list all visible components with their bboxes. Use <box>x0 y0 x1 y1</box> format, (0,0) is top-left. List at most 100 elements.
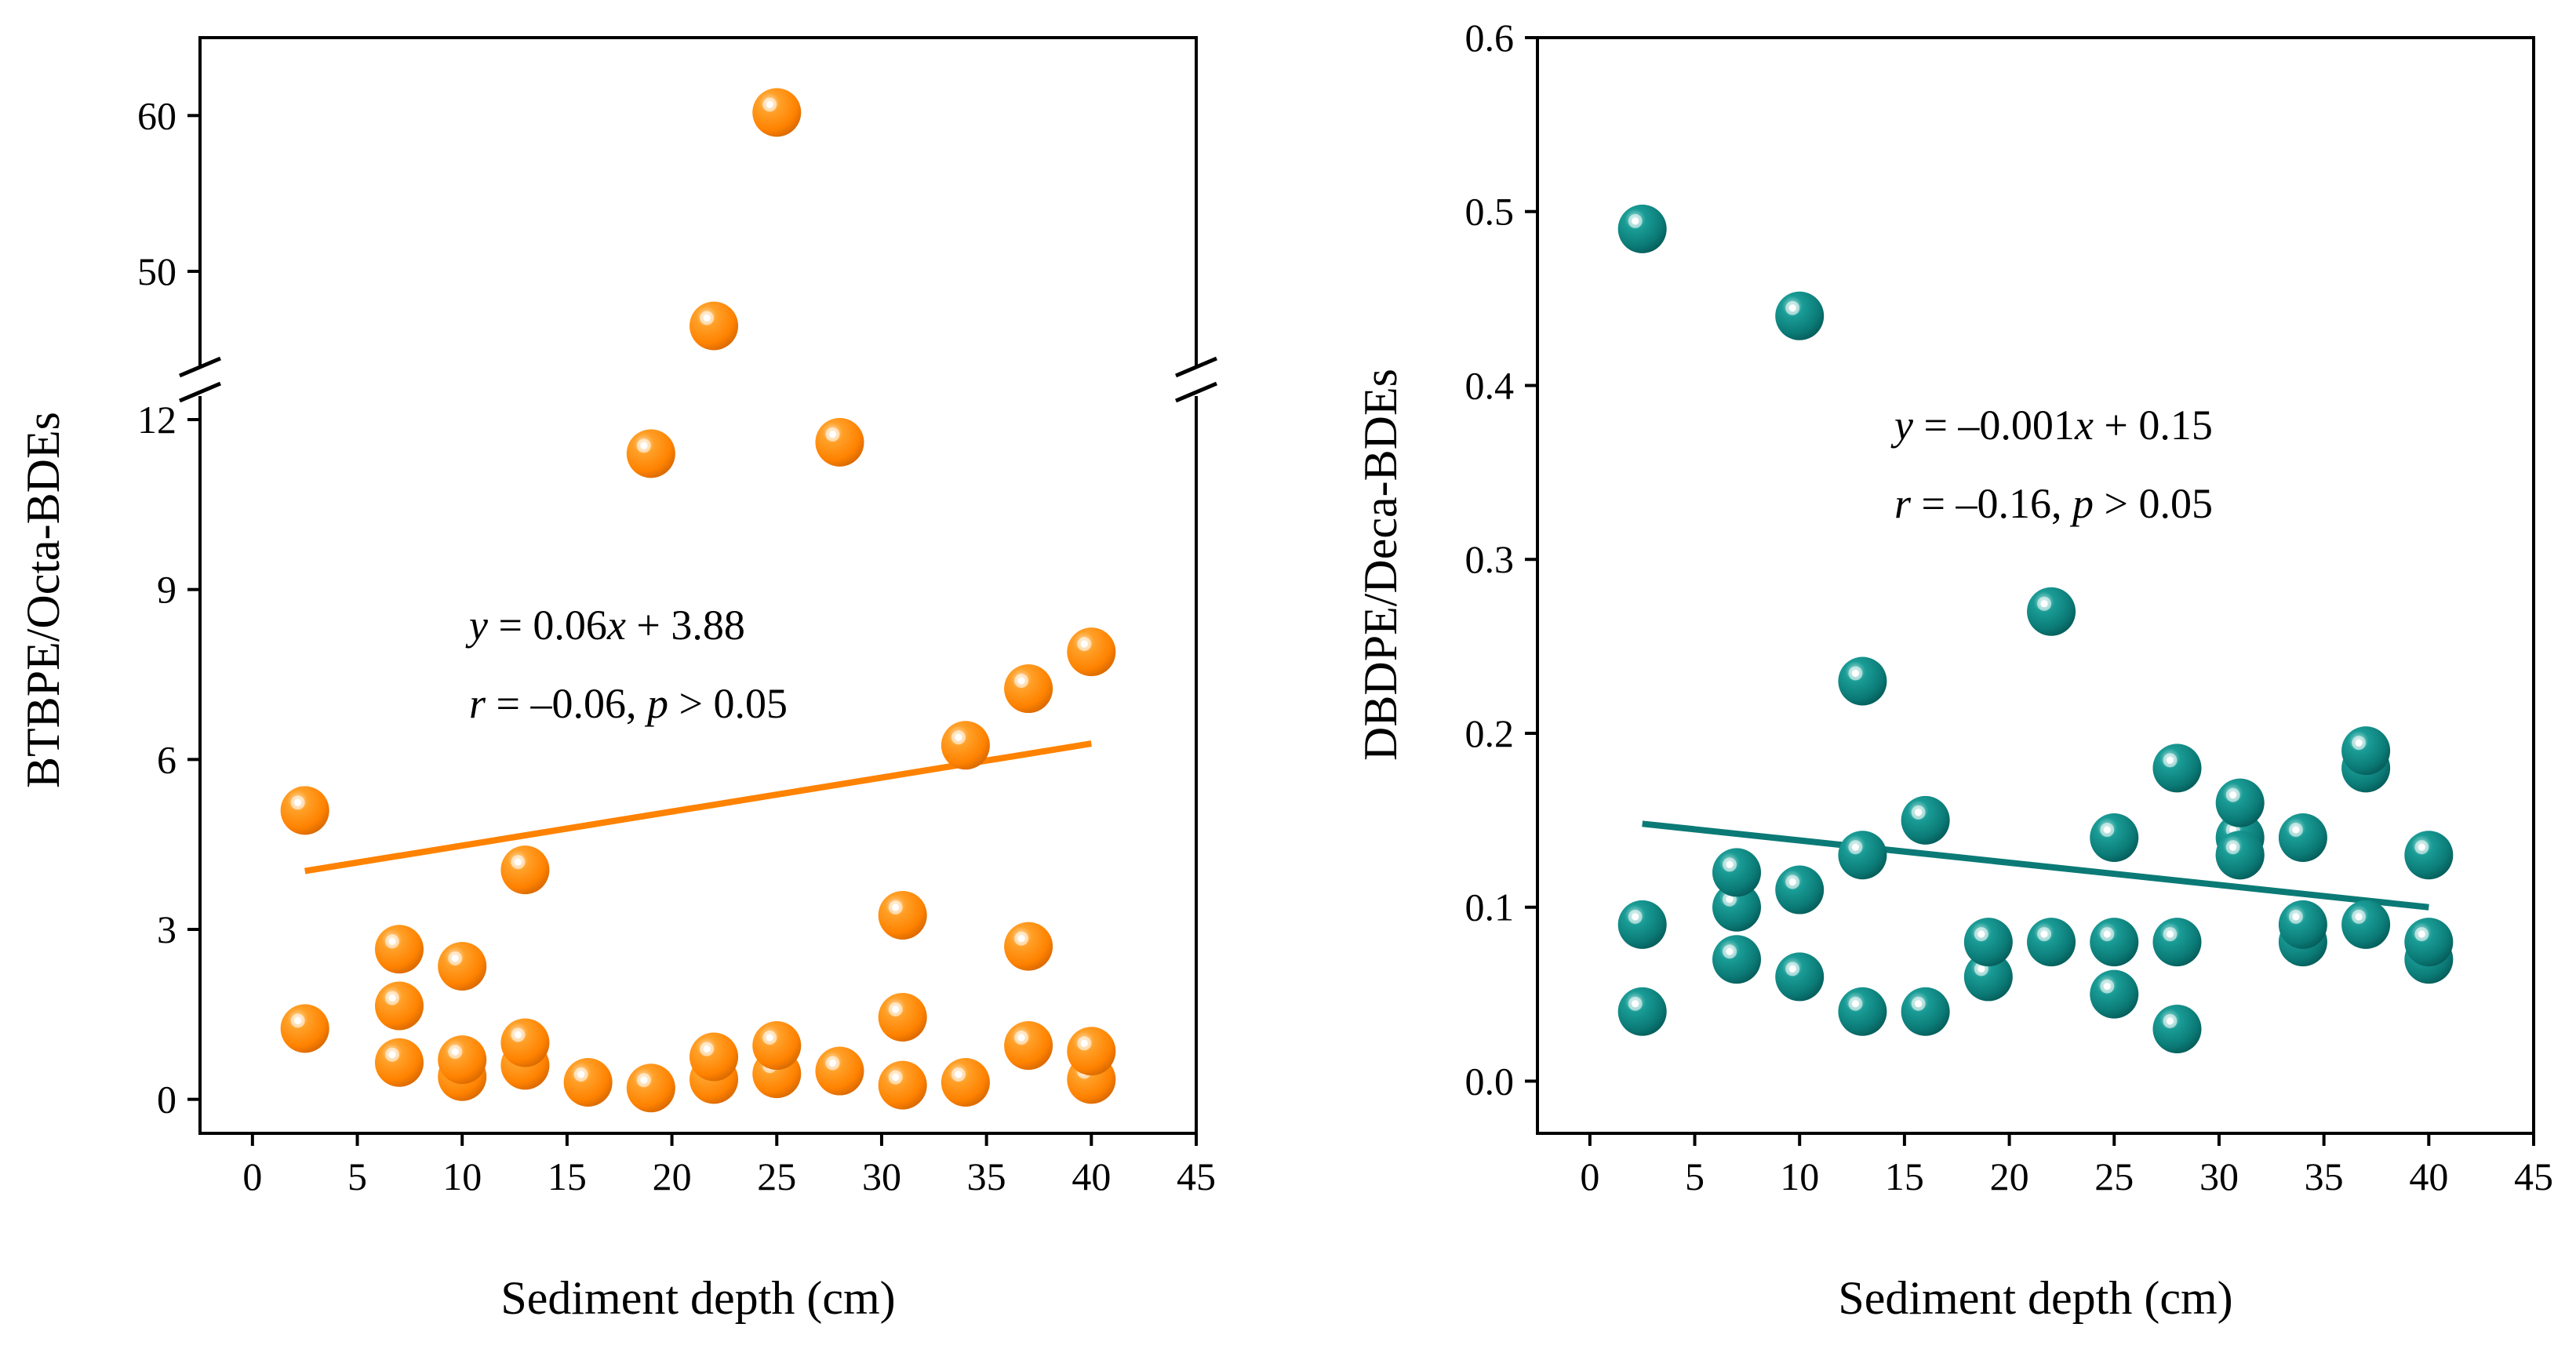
left-x-tick-label-25: 25 <box>757 1154 796 1198</box>
right-x-tick-label-35: 35 <box>2305 1154 2344 1198</box>
left-x-tick-label-5: 5 <box>347 1154 367 1198</box>
right-point-20 <box>2090 813 2139 863</box>
left-point-24 <box>878 890 927 940</box>
left-point-15 <box>689 1032 739 1082</box>
left-axes: 0 3 6 9 12 50 60 0 5 10 15 20 25 30 35 40 45 <box>137 36 1217 1198</box>
left-point-21 <box>815 417 864 467</box>
left-axis-break-mark-0-1 <box>179 381 221 403</box>
left-point-2 <box>375 1038 424 1087</box>
left-point-26 <box>941 721 990 770</box>
left-point-27 <box>1004 1021 1053 1071</box>
right-axes: 0.0 0.1 0.2 0.3 0.4 0.5 0.6 0 5 10 15 20 25 30 35 40 45 <box>1465 16 2554 1198</box>
right-y-axis-title: DBDPE/Deca-BDEs <box>1355 369 1406 761</box>
left-y-tick-label-60: 60 <box>137 93 176 137</box>
right-point-36 <box>2404 831 2454 880</box>
left-axis-break-mark-0-0 <box>179 356 221 378</box>
right-point-14 <box>1963 952 2013 1002</box>
left-point-3 <box>375 981 424 1031</box>
left-point-18 <box>752 1021 802 1071</box>
right-point-18 <box>2090 969 2139 1019</box>
right-point-13 <box>1901 795 1950 845</box>
left-point-16 <box>689 301 739 351</box>
right-point-10 <box>1838 831 1887 880</box>
right-chart-panel: 0.00.10.20.30.40.50.60 5 10 15 20 25 30 35 40 45 … <box>1355 16 2553 1324</box>
left-point-1 <box>280 786 329 835</box>
left-point-7 <box>438 941 487 991</box>
right-x-axis-title: Sediment depth (cm) <box>1838 1272 2232 1324</box>
left-point-31 <box>1067 1027 1116 1076</box>
left-x-tick-label-35: 35 <box>967 1154 1006 1198</box>
left-y-axis-title: BTBPE/Octa-BDEs <box>17 412 69 788</box>
left-x-tick-label-10: 10 <box>442 1154 482 1198</box>
left-x-axis-title: Sediment depth (cm) <box>500 1272 895 1324</box>
left-equation-line-1: y = 0.06x + 3.88 <box>465 602 745 649</box>
right-point-27 <box>2215 831 2265 880</box>
right-point-3 <box>1712 935 1761 984</box>
right-plot-frame <box>1536 36 2535 1135</box>
right-point-1 <box>1617 900 1667 949</box>
right-point-31 <box>2341 900 2391 949</box>
right-regression-line <box>1642 820 2429 911</box>
left-y-tick-label-6: 6 <box>157 737 176 781</box>
left-point-19 <box>752 88 802 137</box>
right-point-29 <box>2278 900 2327 949</box>
left-point-9 <box>500 1018 550 1067</box>
right-point-30 <box>2278 813 2327 863</box>
right-point-8 <box>1775 291 1825 340</box>
right-equation-line-2: r = –0.16, p > 0.05 <box>1894 480 2213 527</box>
right-point-15 <box>1963 918 2013 967</box>
right-x-tick-label-10: 10 <box>1780 1154 1819 1198</box>
right-point-21 <box>2152 1004 2202 1053</box>
left-point-25 <box>941 1058 990 1107</box>
left-point-23 <box>878 992 927 1042</box>
left-y-tick-label-9: 9 <box>157 568 176 612</box>
left-point-12 <box>626 1064 675 1113</box>
right-x-tick-label-30: 30 <box>2199 1154 2239 1198</box>
right-x-tick-label-0: 0 <box>1580 1154 1599 1198</box>
right-y-tick-label-6: 0.6 <box>1465 16 1515 60</box>
left-x-tick-label-30: 30 <box>862 1154 901 1198</box>
right-point-6 <box>1775 952 1825 1002</box>
left-y-tick-label-0: 0 <box>157 1078 176 1122</box>
left-y-tick-label-12: 12 <box>137 398 176 442</box>
left-point-11 <box>563 1058 613 1107</box>
right-equation-line-1: y = –0.001x + 0.15 <box>1890 402 2213 449</box>
left-point-10 <box>500 845 550 895</box>
right-y-tick-label-5: 0.5 <box>1465 190 1515 234</box>
left-y-tick-label-50: 50 <box>137 249 176 293</box>
right-point-5 <box>1712 848 1761 897</box>
left-point-4 <box>375 925 424 974</box>
right-point-23 <box>2152 744 2202 793</box>
right-point-26 <box>2215 778 2265 827</box>
right-point-2 <box>1617 204 1667 253</box>
left-point-13 <box>626 429 675 478</box>
right-scatter-points <box>1617 204 2454 1053</box>
right-point-35 <box>2404 918 2454 967</box>
right-y-tick-label-0: 0.0 <box>1465 1059 1515 1103</box>
left-equation-line-2: r = –0.06, p > 0.05 <box>469 680 788 727</box>
right-point-33 <box>2341 726 2391 776</box>
right-point-7 <box>1775 865 1825 914</box>
right-point-0 <box>1617 987 1667 1036</box>
right-point-16 <box>2027 918 2076 967</box>
right-x-tick-label-15: 15 <box>1885 1154 1924 1198</box>
left-point-28 <box>1004 922 1053 971</box>
right-y-tick-label-4: 0.4 <box>1465 363 1515 407</box>
left-scatter-points <box>280 88 1116 1113</box>
left-point-29 <box>1004 664 1053 714</box>
left-x-tick-label-45: 45 <box>1177 1154 1216 1198</box>
right-y-tick-label-2: 0.2 <box>1465 711 1515 755</box>
left-chart-panel: 0 3 6 9 12 50 60 0 5 10 15 20 25 30 35 40 45 y = 0.06x +… <box>17 36 1217 1324</box>
left-point-6 <box>438 1035 487 1085</box>
left-point-20 <box>815 1046 864 1096</box>
right-point-19 <box>2090 918 2139 967</box>
right-point-22 <box>2152 918 2202 967</box>
left-x-tick-label-20: 20 <box>653 1154 692 1198</box>
left-point-22 <box>878 1060 927 1110</box>
left-y-tick-label-3: 3 <box>157 907 176 951</box>
right-y-tick-label-3: 0.3 <box>1465 537 1515 581</box>
left-point-32 <box>1067 627 1116 677</box>
right-x-tick-label-5: 5 <box>1685 1154 1705 1198</box>
right-x-tick-label-25: 25 <box>2094 1154 2134 1198</box>
